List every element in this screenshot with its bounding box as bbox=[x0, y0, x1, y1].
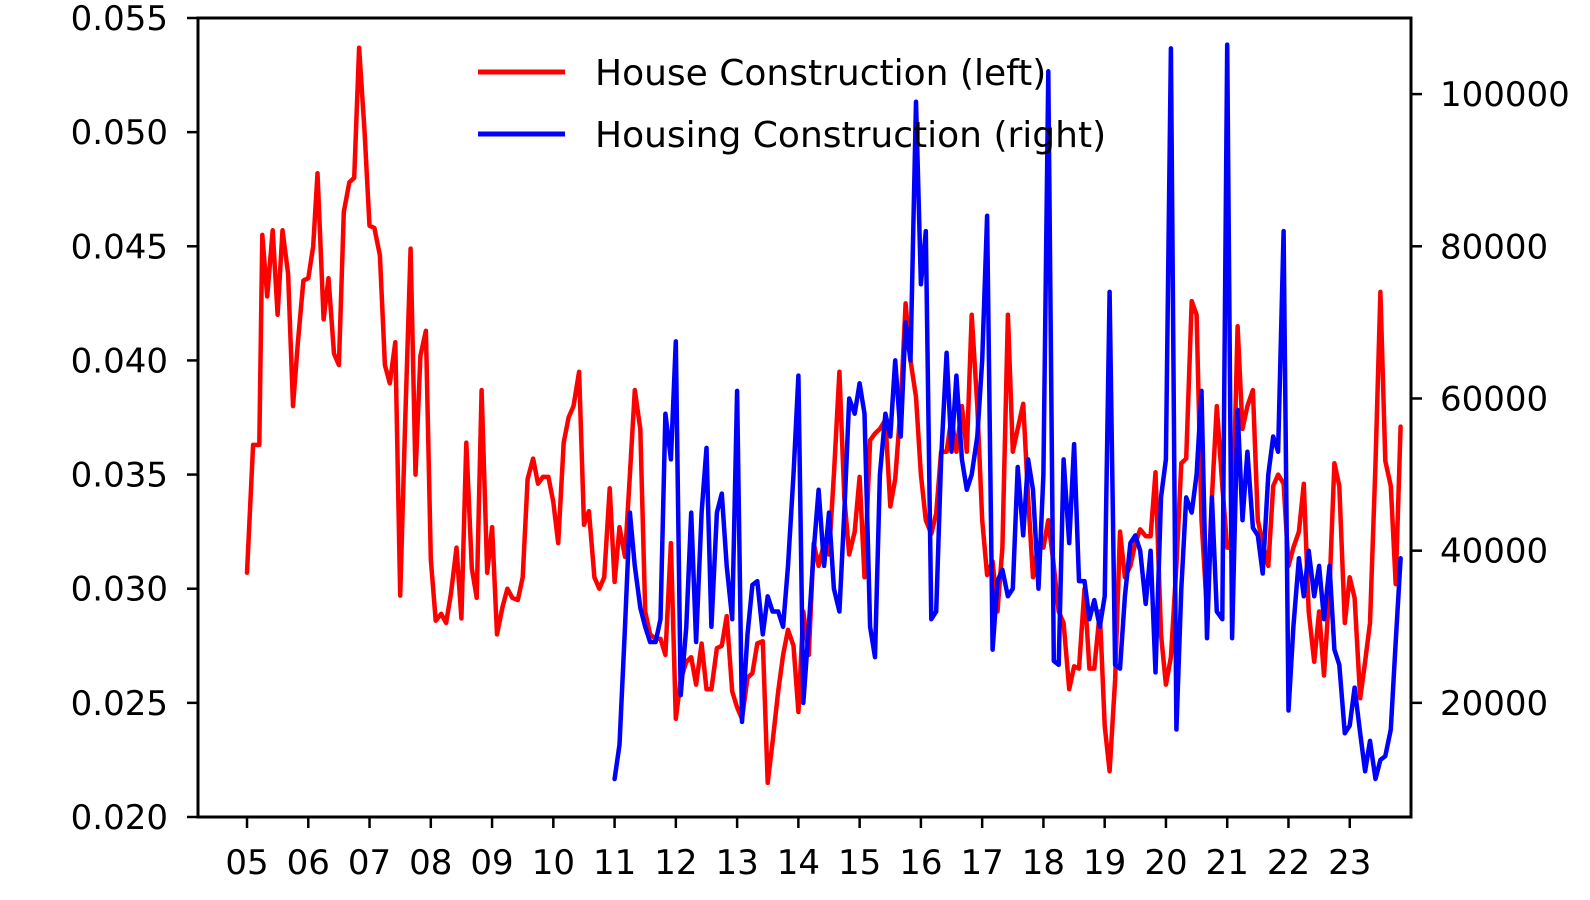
x-tick-label: 06 bbox=[287, 843, 330, 883]
legend-label-house-construction: House Construction (left) bbox=[595, 53, 1046, 94]
y-right-tick-label: 20000 bbox=[1440, 684, 1548, 724]
legend-label-housing-construction: Housing Construction (right) bbox=[595, 115, 1106, 156]
x-tick-label: 07 bbox=[348, 843, 391, 883]
plot-frame bbox=[196, 16, 1413, 819]
y-left-tick-label: 0.025 bbox=[71, 684, 168, 724]
y-right-tick-label: 80000 bbox=[1440, 227, 1548, 267]
x-tick-label: 16 bbox=[899, 843, 942, 883]
x-tick-label: 09 bbox=[470, 843, 513, 883]
y-left-tick-label: 0.030 bbox=[71, 570, 168, 610]
x-tick-label: 14 bbox=[777, 843, 820, 883]
x-tick-label: 11 bbox=[593, 843, 636, 883]
x-tick-label: 22 bbox=[1267, 843, 1310, 883]
x-tick-label: 17 bbox=[961, 843, 1004, 883]
y-left-tick-label: 0.040 bbox=[71, 341, 168, 381]
y-right-tick-label: 60000 bbox=[1440, 379, 1548, 419]
x-tick-label: 21 bbox=[1206, 843, 1249, 883]
x-tick-label: 08 bbox=[409, 843, 452, 883]
x-tick-label: 18 bbox=[1022, 843, 1065, 883]
x-tick-label: 12 bbox=[654, 843, 697, 883]
legend: House Construction (left) Housing Constr… bbox=[478, 53, 1106, 156]
y-left-tick-label: 0.035 bbox=[71, 456, 168, 496]
series-layer bbox=[244, 42, 1403, 786]
x-tick-label: 19 bbox=[1083, 843, 1126, 883]
plot-area bbox=[196, 16, 1413, 819]
y-axis-right: 20000 40000 60000 80000 100000 bbox=[1411, 75, 1570, 724]
x-tick-label: 10 bbox=[532, 843, 575, 883]
y-right-tick-label: 100000 bbox=[1440, 75, 1570, 115]
x-tick-label: 15 bbox=[838, 843, 881, 883]
x-tick-label: 20 bbox=[1144, 843, 1187, 883]
x-tick-label: 23 bbox=[1328, 843, 1371, 883]
series-line-housing-construction bbox=[612, 42, 1403, 782]
y-left-tick-label: 0.055 bbox=[71, 0, 168, 39]
y-right-tick-label: 40000 bbox=[1440, 532, 1548, 572]
x-tick-label: 13 bbox=[715, 843, 758, 883]
y-axis-left: 0.020 0.025 0.030 0.035 0.040 0.045 0.050 0.055 bbox=[71, 0, 198, 838]
x-axis: 05 06 07 08 09 10 11 12 13 14 15 16 17 18 19 20 21 22 23 bbox=[225, 817, 1371, 883]
x-tick-label: 05 bbox=[225, 843, 268, 883]
y-left-tick-label: 0.045 bbox=[71, 227, 168, 267]
y-left-tick-label: 0.020 bbox=[71, 798, 168, 838]
y-left-tick-label: 0.050 bbox=[71, 113, 168, 153]
